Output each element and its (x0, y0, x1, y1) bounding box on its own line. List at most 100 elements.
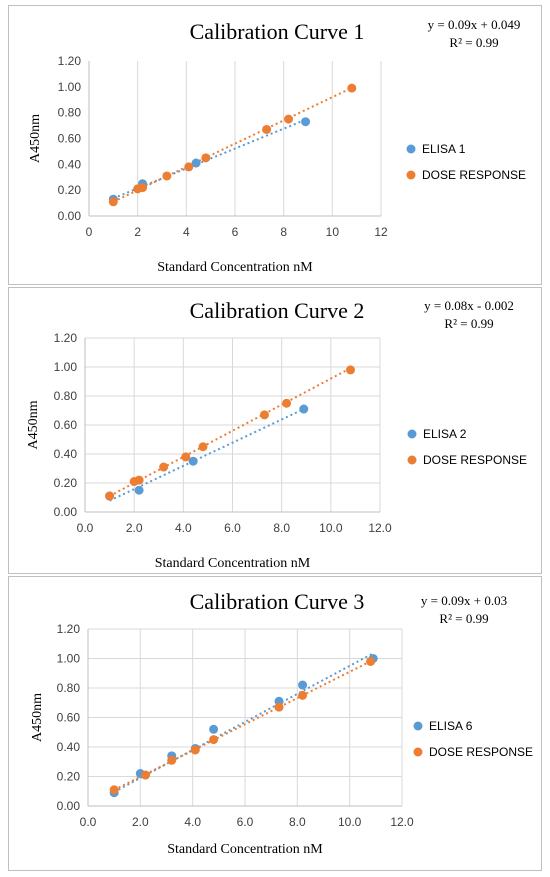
y-axis-label: A450nm (26, 400, 41, 449)
x-tick-label: 8.0 (273, 521, 290, 535)
chart-panel-2: Calibration Curve 2 y = 0.08x - 0.002 R² =… (8, 287, 542, 574)
y-axis-label: A450nm (30, 693, 45, 742)
legend-label: DOSE RESPONSE (429, 745, 533, 759)
data-point (184, 162, 194, 172)
legend-marker (413, 721, 423, 731)
trendline-equation: y = 0.09x + 0.03 (421, 593, 507, 608)
legend-marker (407, 429, 417, 439)
y-tick-label: 1.00 (58, 80, 82, 94)
trendline-elisa-6 (113, 652, 374, 793)
data-point (188, 456, 198, 466)
r-squared-label: R² = 0.99 (444, 316, 493, 331)
x-tick-label: 2.0 (126, 521, 143, 535)
legend-marker (407, 455, 417, 465)
data-point (108, 197, 118, 207)
y-tick-label: 0.80 (58, 106, 82, 120)
y-tick-label: 0.40 (58, 157, 82, 171)
y-tick-label: 1.20 (54, 331, 78, 345)
x-tick-label: 0.0 (80, 815, 97, 829)
chart-title: Calibration Curve 3 (190, 589, 365, 614)
legend: ELISA 1 DOSE RESPONSE (406, 142, 526, 182)
chart-panel-3: Calibration Curve 3 y = 0.09x + 0.03 R² = … (8, 576, 542, 871)
x-tick-label: 0.0 (77, 521, 94, 535)
y-tick-label: 1.00 (54, 360, 78, 374)
data-point (282, 398, 292, 408)
data-point (181, 452, 191, 462)
data-point (138, 183, 148, 193)
y-tick-label: 0.40 (54, 447, 78, 461)
x-tick-label: 2.0 (132, 815, 149, 829)
x-tick-label: 6.0 (224, 521, 241, 535)
legend: ELISA 6 DOSE RESPONSE (413, 719, 533, 759)
data-point (298, 690, 308, 700)
x-tick-label: 10 (326, 225, 340, 239)
data-point (274, 702, 284, 712)
x-tick-label: 8.0 (289, 815, 306, 829)
x-axis-label: Standard Concentration nM (155, 556, 311, 571)
data-point (191, 158, 201, 168)
trendline-dose-response (112, 86, 353, 203)
y-tick-label: 0.80 (57, 681, 81, 695)
series-dose-response (108, 83, 357, 207)
x-tick-label: 0 (86, 225, 93, 239)
data-point (299, 404, 309, 414)
trendline-equation: y = 0.08x - 0.002 (424, 298, 514, 313)
data-point (284, 114, 294, 124)
data-point (209, 735, 219, 745)
y-tick-label: 0.00 (57, 799, 81, 813)
y-tick-label: 1.20 (58, 54, 82, 68)
x-axis-label: Standard Concentration nM (157, 260, 313, 275)
y-tick-label: 0.20 (57, 770, 81, 784)
x-tick-label: 4.0 (175, 521, 192, 535)
data-point (134, 475, 144, 485)
trendline-elisa-2 (109, 408, 305, 502)
x-tick-label: 8 (280, 225, 287, 239)
data-point (134, 485, 144, 495)
chart-svg: Calibration Curve 3 y = 0.09x + 0.03 R² = … (30, 589, 533, 857)
data-point (366, 656, 376, 666)
x-tick-label: 10.0 (319, 521, 343, 535)
series-dose-response (105, 365, 355, 501)
data-point (198, 442, 208, 452)
gridlines (85, 337, 381, 512)
trendline-equation: y = 0.09x + 0.049 (428, 17, 521, 32)
x-tick-label: 12.0 (368, 521, 392, 535)
y-tick-label: 0.00 (58, 209, 82, 223)
r-squared-label: R² = 0.99 (439, 611, 488, 626)
y-tick-label: 0.20 (58, 183, 82, 197)
data-point (301, 117, 311, 127)
data-point (159, 462, 169, 472)
x-tick-label: 4.0 (184, 815, 201, 829)
trendline-dose-response (113, 660, 372, 791)
data-point (167, 755, 177, 765)
y-tick-label: 0.60 (57, 711, 81, 725)
chart-panel-1: Calibration Curve 1 y = 0.09x + 0.049 R² =… (8, 5, 542, 285)
trendline-dose-response (109, 367, 351, 497)
y-tick-label: 0.60 (58, 132, 82, 146)
legend-label: ELISA 2 (423, 427, 467, 441)
chart-title: Calibration Curve 2 (190, 298, 365, 323)
data-point (109, 785, 119, 795)
y-tick-label: 1.00 (57, 652, 81, 666)
x-tick-label: 10.0 (338, 815, 362, 829)
chart-svg: Calibration Curve 2 y = 0.08x - 0.002 R² =… (26, 298, 527, 571)
y-tick-label: 0.40 (57, 740, 81, 754)
y-tick-label: 0.00 (54, 505, 78, 519)
legend-marker (406, 170, 416, 180)
series-dose-response (109, 656, 376, 795)
x-tick-label: 6 (232, 225, 239, 239)
x-axis-label: Standard Concentration nM (167, 842, 323, 857)
chart-title: Calibration Curve 1 (190, 19, 365, 44)
y-tick-label: 0.60 (54, 418, 78, 432)
gridlines (88, 628, 403, 806)
legend-label: DOSE RESPONSE (422, 168, 526, 182)
data-point (259, 410, 269, 420)
data-point (209, 724, 219, 734)
r-squared-label: R² = 0.99 (449, 35, 498, 50)
y-tick-label: 0.80 (54, 389, 78, 403)
data-point (141, 770, 151, 780)
x-tick-label: 4 (183, 225, 190, 239)
data-point (347, 83, 357, 93)
data-point (262, 124, 272, 134)
data-point (298, 680, 308, 690)
